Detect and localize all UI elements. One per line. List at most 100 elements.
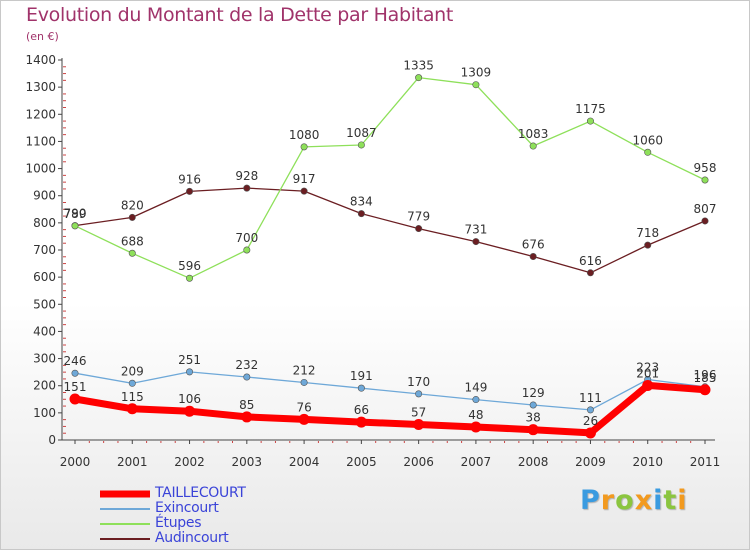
- y-tick-label: 1400: [25, 53, 56, 67]
- data-point-Étupes: [300, 143, 308, 151]
- logo-letter: P: [580, 485, 601, 516]
- data-point-Exincourt: [415, 390, 423, 398]
- series-line-Étupes: [74, 76, 706, 279]
- data-point-Exincourt: [300, 378, 308, 386]
- legend-label: Exincourt: [155, 500, 219, 516]
- data-label-Audincourt: 820: [121, 198, 144, 212]
- logo-letter: t: [663, 485, 678, 516]
- data-label-TAILLECOURT: 201: [636, 366, 659, 380]
- x-tick-label: 2004: [289, 455, 320, 469]
- data-label-Étupes: 1083: [518, 127, 549, 141]
- data-point-TAILLECOURT: [241, 411, 253, 423]
- data-label-Audincourt: 807: [694, 202, 717, 216]
- data-label-TAILLECOURT: 57: [411, 406, 426, 420]
- data-point-TAILLECOURT: [413, 419, 425, 431]
- data-label-TAILLECOURT: 48: [468, 408, 483, 422]
- x-tick-label: 2000: [60, 455, 91, 469]
- y-tick-label: 900: [33, 189, 56, 203]
- data-label-TAILLECOURT: 66: [354, 403, 369, 417]
- data-point-TAILLECOURT: [527, 424, 539, 436]
- series-line-TAILLECOURT: [71, 381, 709, 437]
- data-label-TAILLECOURT: 106: [178, 392, 201, 406]
- data-label-TAILLECOURT: 115: [121, 390, 144, 404]
- data-label-Exincourt: 129: [522, 386, 545, 400]
- data-point-Étupes: [472, 81, 480, 89]
- x-tick-label: 2006: [403, 455, 434, 469]
- legend-label: Audincourt: [155, 530, 229, 546]
- data-point-Étupes: [243, 246, 251, 254]
- data-point-Exincourt: [243, 373, 251, 381]
- data-point-Audincourt: [128, 213, 136, 221]
- data-point-Audincourt: [357, 210, 365, 218]
- data-label-Étupes: 596: [178, 259, 201, 273]
- data-point-TAILLECOURT: [126, 403, 138, 415]
- y-tick-label: 200: [33, 379, 56, 393]
- data-label-Exincourt: 149: [464, 381, 487, 395]
- data-label-Étupes: 1087: [346, 126, 377, 140]
- data-point-Exincourt: [128, 379, 136, 387]
- data-point-Exincourt: [71, 369, 79, 377]
- x-tick-label: 2009: [575, 455, 606, 469]
- data-point-TAILLECOURT: [69, 393, 81, 405]
- data-label-Audincourt: 916: [178, 172, 201, 186]
- data-point-Exincourt: [529, 401, 537, 409]
- data-label-TAILLECOURT: 76: [296, 400, 311, 414]
- data-point-Étupes: [128, 249, 136, 257]
- y-tick-label: 300: [33, 352, 56, 366]
- data-label-Étupes: 1175: [575, 102, 606, 116]
- y-tick-label: 400: [33, 324, 56, 338]
- data-label-Exincourt: 196: [694, 368, 717, 382]
- legend-swatch: [100, 490, 150, 497]
- data-point-Audincourt: [644, 241, 652, 249]
- data-point-Étupes: [701, 176, 709, 184]
- chart-subtitle: (en €): [26, 30, 59, 43]
- y-tick-label: 1100: [25, 134, 56, 148]
- data-point-Audincourt: [415, 225, 423, 233]
- data-label-Étupes: 1309: [461, 66, 492, 80]
- legend-swatch: [100, 507, 150, 510]
- data-point-Étupes: [586, 117, 594, 125]
- data-point-Étupes: [529, 142, 537, 150]
- logo-letter: x: [634, 485, 654, 516]
- data-label-Étupes: 1335: [403, 59, 434, 73]
- series-line-Audincourt: [74, 187, 706, 274]
- data-point-TAILLECOURT: [699, 384, 711, 396]
- legend-label: TAILLECOURT: [155, 485, 246, 501]
- data-label-Étupes: 789: [64, 207, 87, 221]
- chart-title: Evolution du Montant de la Dette par Hab…: [26, 4, 454, 26]
- data-point-TAILLECOURT: [298, 413, 310, 425]
- data-label-Étupes: 688: [121, 234, 144, 248]
- x-tick-label: 2005: [346, 455, 377, 469]
- data-point-Exincourt: [357, 384, 365, 392]
- y-tick-label: 600: [33, 270, 56, 284]
- data-label-Exincourt: 209: [121, 364, 144, 378]
- data-point-Audincourt: [529, 253, 537, 261]
- y-tick-label: 800: [33, 216, 56, 230]
- data-point-Exincourt: [472, 396, 480, 404]
- data-point-Audincourt: [701, 217, 709, 225]
- data-label-Exincourt: 223: [636, 360, 659, 374]
- data-label-TAILLECOURT: 85: [239, 398, 254, 412]
- data-label-TAILLECOURT: 185: [694, 371, 717, 385]
- data-point-TAILLECOURT: [642, 379, 654, 391]
- data-label-Audincourt: 718: [636, 226, 659, 240]
- x-tick-label: 2007: [461, 455, 492, 469]
- x-tick-label: 2003: [232, 455, 263, 469]
- data-point-Étupes: [186, 274, 194, 282]
- data-label-Audincourt: 731: [464, 223, 487, 237]
- y-tick-label: 500: [33, 297, 56, 311]
- y-tick-label: 1200: [25, 107, 56, 121]
- series-line-Exincourt: [74, 371, 706, 411]
- data-point-Exincourt: [586, 406, 594, 414]
- data-label-Exincourt: 111: [579, 391, 602, 405]
- data-label-Exincourt: 246: [64, 354, 87, 368]
- data-point-TAILLECOURT: [470, 421, 482, 433]
- x-tick-label: 2002: [174, 455, 205, 469]
- y-tick-label: 0: [48, 433, 56, 447]
- data-point-Audincourt: [243, 184, 251, 192]
- data-label-Exincourt: 212: [293, 363, 316, 377]
- x-tick-label: 2010: [632, 455, 663, 469]
- x-tick-label: 2008: [518, 455, 549, 469]
- data-label-TAILLECOURT: 38: [526, 411, 541, 425]
- data-label-Audincourt: 790: [64, 207, 87, 221]
